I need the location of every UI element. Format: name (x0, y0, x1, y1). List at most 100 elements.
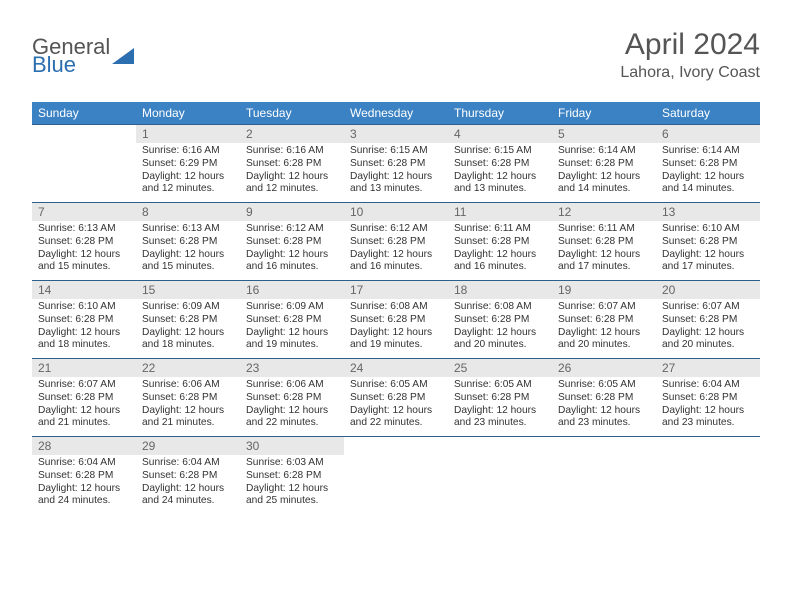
daylight-line: Daylight: 12 hours and 17 minutes. (662, 249, 754, 275)
day-body: Sunrise: 6:08 AMSunset: 6:28 PMDaylight:… (448, 299, 552, 356)
sunrise-line: Sunrise: 6:06 AM (246, 379, 338, 392)
day-number: 6 (656, 125, 760, 143)
calendar-cell (344, 437, 448, 515)
daylight-line: Daylight: 12 hours and 13 minutes. (350, 171, 442, 197)
sunrise-line: Sunrise: 6:10 AM (38, 301, 130, 314)
calendar-cell (448, 437, 552, 515)
calendar-cell: 27Sunrise: 6:04 AMSunset: 6:28 PMDayligh… (656, 359, 760, 437)
daylight-line: Daylight: 12 hours and 20 minutes. (662, 327, 754, 353)
day-body: Sunrise: 6:11 AMSunset: 6:28 PMDaylight:… (448, 221, 552, 278)
sunset-line: Sunset: 6:28 PM (454, 314, 546, 327)
daylight-line: Daylight: 12 hours and 21 minutes. (38, 405, 130, 431)
sunrise-line: Sunrise: 6:14 AM (558, 145, 650, 158)
calendar-cell (552, 437, 656, 515)
daylight-line: Daylight: 12 hours and 21 minutes. (142, 405, 234, 431)
daylight-line: Daylight: 12 hours and 20 minutes. (454, 327, 546, 353)
calendar-cell: 5Sunrise: 6:14 AMSunset: 6:28 PMDaylight… (552, 125, 656, 203)
day-body: Sunrise: 6:06 AMSunset: 6:28 PMDaylight:… (240, 377, 344, 434)
day-number: 1 (136, 125, 240, 143)
day-number: 13 (656, 203, 760, 221)
daylight-line: Daylight: 12 hours and 18 minutes. (142, 327, 234, 353)
calendar-cell: 3Sunrise: 6:15 AMSunset: 6:28 PMDaylight… (344, 125, 448, 203)
month-title: April 2024 (32, 28, 760, 62)
calendar-cell: 11Sunrise: 6:11 AMSunset: 6:28 PMDayligh… (448, 203, 552, 281)
daylight-line: Daylight: 12 hours and 24 minutes. (142, 483, 234, 509)
calendar-cell: 17Sunrise: 6:08 AMSunset: 6:28 PMDayligh… (344, 281, 448, 359)
day-body: Sunrise: 6:08 AMSunset: 6:28 PMDaylight:… (344, 299, 448, 356)
sunset-line: Sunset: 6:28 PM (662, 392, 754, 405)
day-body: Sunrise: 6:04 AMSunset: 6:28 PMDaylight:… (656, 377, 760, 434)
daylight-line: Daylight: 12 hours and 23 minutes. (454, 405, 546, 431)
day-number: 27 (656, 359, 760, 377)
sunset-line: Sunset: 6:28 PM (246, 470, 338, 483)
calendar-cell: 15Sunrise: 6:09 AMSunset: 6:28 PMDayligh… (136, 281, 240, 359)
calendar-cell: 6Sunrise: 6:14 AMSunset: 6:28 PMDaylight… (656, 125, 760, 203)
day-body: Sunrise: 6:06 AMSunset: 6:28 PMDaylight:… (136, 377, 240, 434)
sunset-line: Sunset: 6:28 PM (142, 236, 234, 249)
calendar-cell: 12Sunrise: 6:11 AMSunset: 6:28 PMDayligh… (552, 203, 656, 281)
sunrise-line: Sunrise: 6:12 AM (246, 223, 338, 236)
sunset-line: Sunset: 6:28 PM (142, 392, 234, 405)
daylight-line: Daylight: 12 hours and 25 minutes. (246, 483, 338, 509)
sunrise-line: Sunrise: 6:05 AM (350, 379, 442, 392)
sunset-line: Sunset: 6:28 PM (142, 314, 234, 327)
day-body: Sunrise: 6:04 AMSunset: 6:28 PMDaylight:… (136, 455, 240, 512)
day-body: Sunrise: 6:14 AMSunset: 6:28 PMDaylight:… (656, 143, 760, 200)
sunset-line: Sunset: 6:28 PM (662, 236, 754, 249)
day-body: Sunrise: 6:15 AMSunset: 6:28 PMDaylight:… (344, 143, 448, 200)
day-number: 24 (344, 359, 448, 377)
sunrise-line: Sunrise: 6:09 AM (142, 301, 234, 314)
sunset-line: Sunset: 6:28 PM (662, 314, 754, 327)
sunset-line: Sunset: 6:28 PM (558, 158, 650, 171)
day-number: 29 (136, 437, 240, 455)
calendar-cell: 25Sunrise: 6:05 AMSunset: 6:28 PMDayligh… (448, 359, 552, 437)
day-number: 16 (240, 281, 344, 299)
day-body: Sunrise: 6:13 AMSunset: 6:28 PMDaylight:… (136, 221, 240, 278)
sunset-line: Sunset: 6:28 PM (38, 236, 130, 249)
calendar-cell: 8Sunrise: 6:13 AMSunset: 6:28 PMDaylight… (136, 203, 240, 281)
calendar-row: 28Sunrise: 6:04 AMSunset: 6:28 PMDayligh… (32, 437, 760, 515)
sunrise-line: Sunrise: 6:13 AM (38, 223, 130, 236)
sunrise-line: Sunrise: 6:15 AM (454, 145, 546, 158)
sunset-line: Sunset: 6:28 PM (142, 470, 234, 483)
sunrise-line: Sunrise: 6:09 AM (246, 301, 338, 314)
day-body: Sunrise: 6:03 AMSunset: 6:28 PMDaylight:… (240, 455, 344, 512)
day-number: 10 (344, 203, 448, 221)
sunset-line: Sunset: 6:28 PM (246, 314, 338, 327)
calendar-cell: 21Sunrise: 6:07 AMSunset: 6:28 PMDayligh… (32, 359, 136, 437)
day-number: 21 (32, 359, 136, 377)
daylight-line: Daylight: 12 hours and 15 minutes. (38, 249, 130, 275)
sunrise-line: Sunrise: 6:08 AM (350, 301, 442, 314)
calendar-head: SundayMondayTuesdayWednesdayThursdayFrid… (32, 102, 760, 125)
day-body: Sunrise: 6:05 AMSunset: 6:28 PMDaylight:… (344, 377, 448, 434)
sunset-line: Sunset: 6:28 PM (558, 314, 650, 327)
sunrise-line: Sunrise: 6:14 AM (662, 145, 754, 158)
calendar-cell: 30Sunrise: 6:03 AMSunset: 6:28 PMDayligh… (240, 437, 344, 515)
day-number: 22 (136, 359, 240, 377)
sunset-line: Sunset: 6:28 PM (558, 392, 650, 405)
daylight-line: Daylight: 12 hours and 16 minutes. (454, 249, 546, 275)
day-number: 26 (552, 359, 656, 377)
sunrise-line: Sunrise: 6:04 AM (662, 379, 754, 392)
daylight-line: Daylight: 12 hours and 23 minutes. (662, 405, 754, 431)
sunrise-line: Sunrise: 6:10 AM (662, 223, 754, 236)
sunset-line: Sunset: 6:28 PM (350, 314, 442, 327)
calendar-cell: 7Sunrise: 6:13 AMSunset: 6:28 PMDaylight… (32, 203, 136, 281)
daylight-line: Daylight: 12 hours and 12 minutes. (246, 171, 338, 197)
brand-part2: Blue (32, 54, 110, 76)
day-number: 20 (656, 281, 760, 299)
day-number: 23 (240, 359, 344, 377)
sunrise-line: Sunrise: 6:16 AM (246, 145, 338, 158)
day-body: Sunrise: 6:09 AMSunset: 6:28 PMDaylight:… (240, 299, 344, 356)
calendar-cell: 4Sunrise: 6:15 AMSunset: 6:28 PMDaylight… (448, 125, 552, 203)
calendar-cell: 29Sunrise: 6:04 AMSunset: 6:28 PMDayligh… (136, 437, 240, 515)
calendar-cell: 9Sunrise: 6:12 AMSunset: 6:28 PMDaylight… (240, 203, 344, 281)
day-body: Sunrise: 6:16 AMSunset: 6:28 PMDaylight:… (240, 143, 344, 200)
day-number: 9 (240, 203, 344, 221)
sunrise-line: Sunrise: 6:16 AM (142, 145, 234, 158)
calendar-cell: 1Sunrise: 6:16 AMSunset: 6:29 PMDaylight… (136, 125, 240, 203)
daylight-line: Daylight: 12 hours and 20 minutes. (558, 327, 650, 353)
calendar-body: 1Sunrise: 6:16 AMSunset: 6:29 PMDaylight… (32, 125, 760, 515)
daylight-line: Daylight: 12 hours and 19 minutes. (246, 327, 338, 353)
day-number: 4 (448, 125, 552, 143)
